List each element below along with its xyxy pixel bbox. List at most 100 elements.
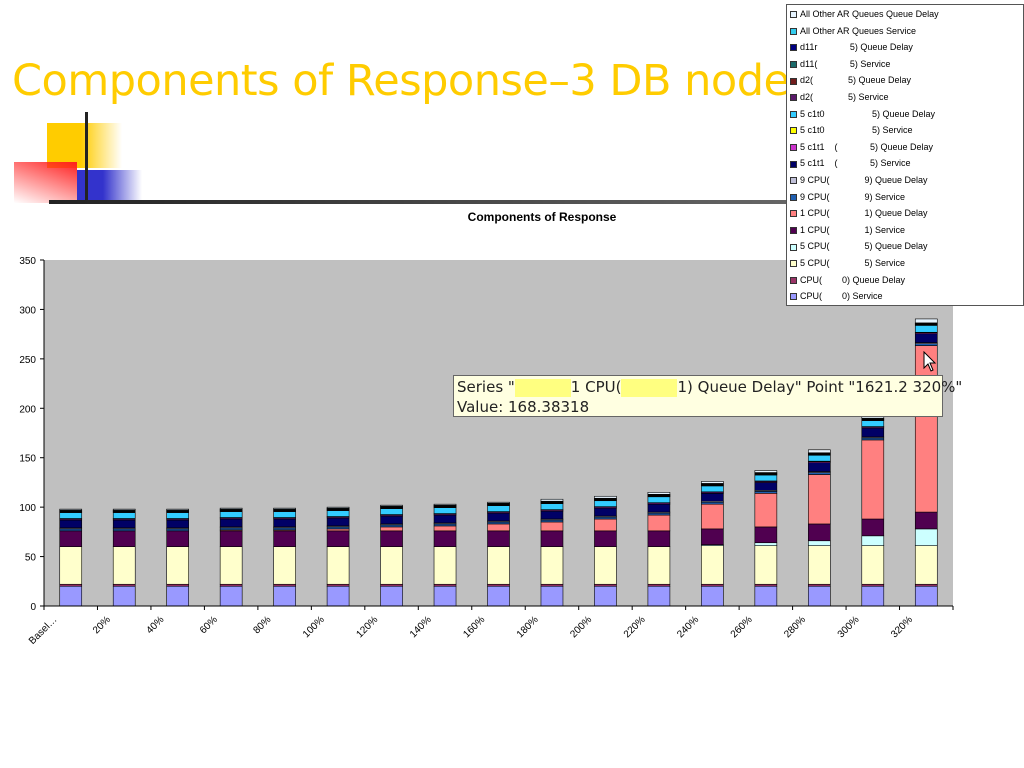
bar-segment-11 [380,508,403,515]
bar-segment-8 [861,427,885,438]
bar-segment-5 [754,493,778,528]
bar-segment-17 [433,503,457,506]
bar-segment-8 [594,507,617,517]
bar-segment-5 [808,474,831,525]
x-tick-label: 20% [91,614,113,636]
bar-segment-4 [754,526,778,544]
bar-segment-0 [219,585,243,607]
bar-segment-4 [647,530,671,547]
legend-item[interactable]: All Other AR Queues Service [790,24,916,38]
legend-item[interactable]: 1 CPU( 1) Service [790,223,905,237]
bar-segment-2 [219,546,243,585]
bar-segment-5 [433,525,457,532]
bar-segment-17 [273,507,296,510]
y-tick-label: 150 [19,454,36,465]
legend-label: d11r 5) Queue Delay [800,42,913,53]
legend-swatch-icon [790,44,797,52]
bar-segment-11 [808,454,831,462]
bar-segment-8 [166,519,189,529]
legend-label: 5 c1t0 5) Queue Delay [800,108,936,119]
bar-segment-8 [701,493,724,502]
bar-segment-11 [166,512,189,519]
bar-segment-4 [701,528,724,546]
bar-segment-11 [59,512,83,519]
series-tooltip: Series " 1 CPU(1) Queue Delay" Point "162… [453,375,962,417]
bar-segment-11 [487,505,510,512]
legend-label: d11( 5) Service [800,58,891,69]
legend-swatch-icon [790,160,797,168]
legend-swatch-icon [790,11,797,19]
bar-segment-17 [59,508,83,511]
bar-segment-0 [540,585,564,607]
x-tick-label: 140% [408,614,434,640]
legend-item[interactable]: d11r 5) Queue Delay [790,40,913,54]
x-tick-label: 240% [675,614,701,640]
legend-swatch-icon [790,60,797,68]
bar-segment-5 [380,526,403,532]
legend-item[interactable]: CPU( 0) Queue Delay [790,273,905,287]
legend-label: 5 c1t0 5) Service [800,125,913,136]
bar-segment-11 [540,503,564,510]
x-tick-label: 60% [198,614,220,636]
bar-segment-8 [487,512,510,522]
y-tick-label: 50 [25,553,37,564]
legend-item[interactable]: All Other AR Queues Queue Delay [790,7,939,21]
legend-item[interactable]: CPU( 0) Service [790,289,883,303]
bar-segment-2 [594,546,617,585]
legend-item[interactable]: d11( 5) Service [790,57,890,71]
legend-item[interactable]: 5 CPU( 5) Queue Delay [790,239,928,253]
bar-segment-2 [487,546,510,585]
bar-segment-11 [273,511,296,518]
x-tick-label: 200% [568,614,594,640]
legend-item[interactable]: d2( 5) Queue Delay [790,73,911,87]
bar-stack [487,501,510,607]
bar-segment-17 [166,508,189,511]
legend-item[interactable]: 5 CPU( 5) Service [790,256,905,270]
bar-segment-4 [59,530,83,547]
bar-segment-0 [59,585,83,607]
y-tick-label: 250 [19,355,36,366]
x-tick-label: 180% [515,614,541,640]
legend-swatch-icon [790,177,797,185]
bar-segment-4 [540,530,564,547]
legend-item[interactable]: 5 c1t0 5) Queue Delay [790,107,935,121]
legend-item[interactable]: 5 c1t0 5) Service [790,123,913,137]
legend-item[interactable]: 9 CPU( 9) Service [790,190,905,204]
legend-item[interactable]: 1 CPU( 1) Queue Delay [790,206,928,220]
legend-label: 5 c1t1 ( 5) Service [800,158,911,169]
bar-stack [540,498,564,607]
bar-segment-0 [487,585,510,607]
legend-swatch-icon [790,226,797,234]
legend-item[interactable]: 5 c1t1 ( 5) Queue Delay [790,140,933,154]
bar-segment-3 [861,535,885,546]
bar-segment-17 [808,449,831,454]
bar-segment-3 [808,540,831,546]
mouse-cursor-icon [923,351,937,372]
bar-segment-17 [754,470,778,473]
bar-segment-11 [219,511,243,518]
legend-item[interactable]: 5 c1t1 ( 5) Service [790,156,911,170]
y-tick-label: 300 [19,305,36,316]
legend-item[interactable]: 9 CPU( 9) Queue Delay [790,173,928,187]
bar-segment-0 [647,585,671,607]
bar-segment-2 [540,546,564,585]
legend-swatch-icon [790,276,797,284]
bar-segment-8 [433,514,457,524]
legend-item[interactable]: d2( 5) Service [790,90,889,104]
bar-segment-5 [487,523,510,532]
legend-swatch-icon [790,293,797,301]
bar-segment-2 [433,546,457,585]
bar-segment-4 [594,530,617,547]
legend-label: 1 CPU( 1) Queue Delay [800,208,928,219]
y-tick-label: 350 [19,256,36,267]
legend-label: All Other AR Queues Service [800,25,917,36]
bar-segment-4 [808,523,831,542]
chart-legend[interactable]: All Other AR Queues Queue Delay All Other… [786,4,1024,306]
bar-stack [808,449,831,607]
bar-segment-11 [326,510,350,517]
bar-segment-17 [326,506,350,509]
bar-segment-4 [273,530,296,547]
bar-segment-17 [540,498,564,502]
bar-segment-11 [594,500,617,507]
bar-segment-4 [487,530,510,547]
